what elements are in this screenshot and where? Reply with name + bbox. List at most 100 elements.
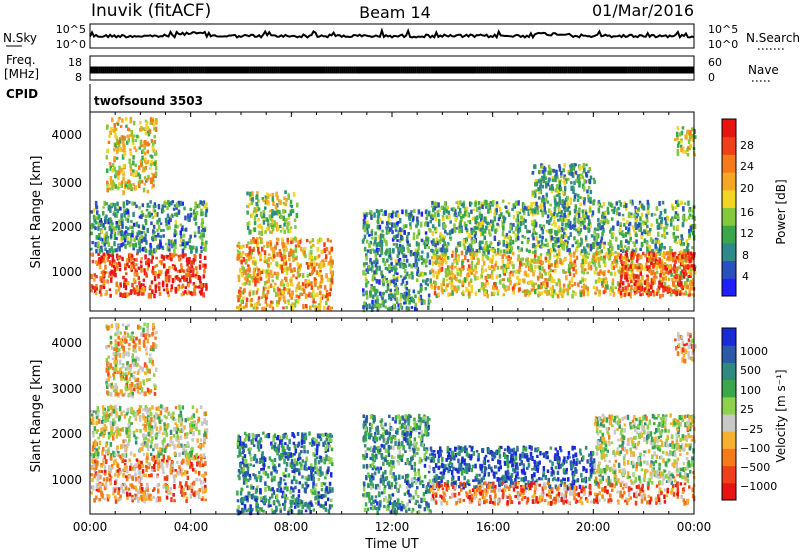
range-cell <box>94 200 98 207</box>
range-cell <box>144 271 148 275</box>
range-cell <box>171 243 174 249</box>
range-cell <box>273 271 277 275</box>
nsky-trace <box>89 27 695 40</box>
range-cell <box>683 285 686 289</box>
freq-bar <box>222 66 226 74</box>
range-cell <box>283 222 286 227</box>
range-cell <box>611 278 615 283</box>
range-cell <box>432 238 435 243</box>
range-cell <box>491 249 495 253</box>
range-cell <box>310 255 314 260</box>
range-cell <box>540 291 543 295</box>
range-cell <box>309 272 312 277</box>
range-cell <box>567 223 570 229</box>
range-cell <box>687 200 690 206</box>
freq-bar <box>526 66 530 74</box>
range-cell <box>143 183 147 186</box>
range-cell <box>669 288 673 292</box>
freq-bar <box>237 66 240 74</box>
range-cell <box>558 196 561 202</box>
range-cell <box>555 230 559 236</box>
range-cell <box>691 293 694 296</box>
range-cell <box>188 245 192 250</box>
range-cell <box>450 278 454 282</box>
range-cell <box>511 286 515 291</box>
range-cell <box>115 262 119 266</box>
range-cell <box>460 203 464 207</box>
range-cell <box>557 218 560 222</box>
range-cell <box>630 254 634 260</box>
range-cell <box>486 293 489 299</box>
range-cell <box>431 256 434 260</box>
range-cell <box>320 249 324 255</box>
range-cell <box>105 155 109 160</box>
range-cell <box>668 265 671 270</box>
range-cell <box>150 172 154 176</box>
range-cell <box>640 241 644 248</box>
range-cell <box>248 203 251 206</box>
range-cell <box>528 250 531 254</box>
range-cell <box>319 290 322 296</box>
range-cell <box>184 227 188 232</box>
range-cell <box>524 219 527 223</box>
range-cell <box>547 177 551 183</box>
range-cell <box>159 235 162 239</box>
range-cell <box>109 223 112 227</box>
range-cell <box>319 260 322 266</box>
range-cell <box>482 248 485 254</box>
freq-bar <box>534 66 538 74</box>
range-cell <box>684 269 687 275</box>
range-cell <box>388 280 392 286</box>
range-cell <box>439 258 442 263</box>
range-cell <box>279 200 282 206</box>
range-cell <box>620 274 623 279</box>
range-cell <box>645 262 648 266</box>
range-cell <box>539 179 542 183</box>
range-cell <box>174 243 177 249</box>
freq-bar <box>543 66 546 74</box>
range-cell <box>455 277 458 282</box>
range-cell <box>432 249 436 256</box>
range-cell <box>187 213 190 219</box>
freq-bar <box>337 66 340 74</box>
range-cell <box>627 283 630 288</box>
range-cell <box>314 279 318 285</box>
range-cell <box>149 247 152 253</box>
range-cell <box>294 257 297 261</box>
range-cell <box>267 256 270 262</box>
freq-bar <box>267 66 270 74</box>
range-cell <box>676 152 680 157</box>
range-cell <box>109 131 112 136</box>
range-cell <box>474 216 477 221</box>
range-cell <box>463 210 467 216</box>
range-cell <box>287 291 290 295</box>
range-cell <box>484 283 487 288</box>
freq-bar <box>305 66 308 74</box>
range-cell <box>185 275 188 278</box>
range-cell <box>541 169 545 174</box>
range-cell <box>115 221 118 225</box>
range-cell <box>123 238 127 243</box>
range-cell <box>135 148 138 153</box>
range-cell <box>576 245 579 249</box>
range-cell <box>371 276 375 281</box>
range-cell <box>186 272 190 278</box>
range-cell <box>375 265 379 271</box>
range-cell <box>128 183 131 189</box>
range-cell <box>95 284 98 290</box>
range-cell <box>375 295 379 301</box>
freq-bar <box>116 66 119 74</box>
range-cell <box>565 288 568 292</box>
range-cell <box>676 199 679 205</box>
range-cell <box>163 263 166 269</box>
range-cell <box>205 202 208 207</box>
range-cell <box>450 265 454 270</box>
range-cell <box>554 240 557 244</box>
range-cell <box>543 198 546 202</box>
range-cell <box>501 259 505 264</box>
range-cell <box>295 276 298 280</box>
range-cell <box>385 278 388 281</box>
range-cell <box>622 281 625 286</box>
range-cell <box>539 189 542 195</box>
